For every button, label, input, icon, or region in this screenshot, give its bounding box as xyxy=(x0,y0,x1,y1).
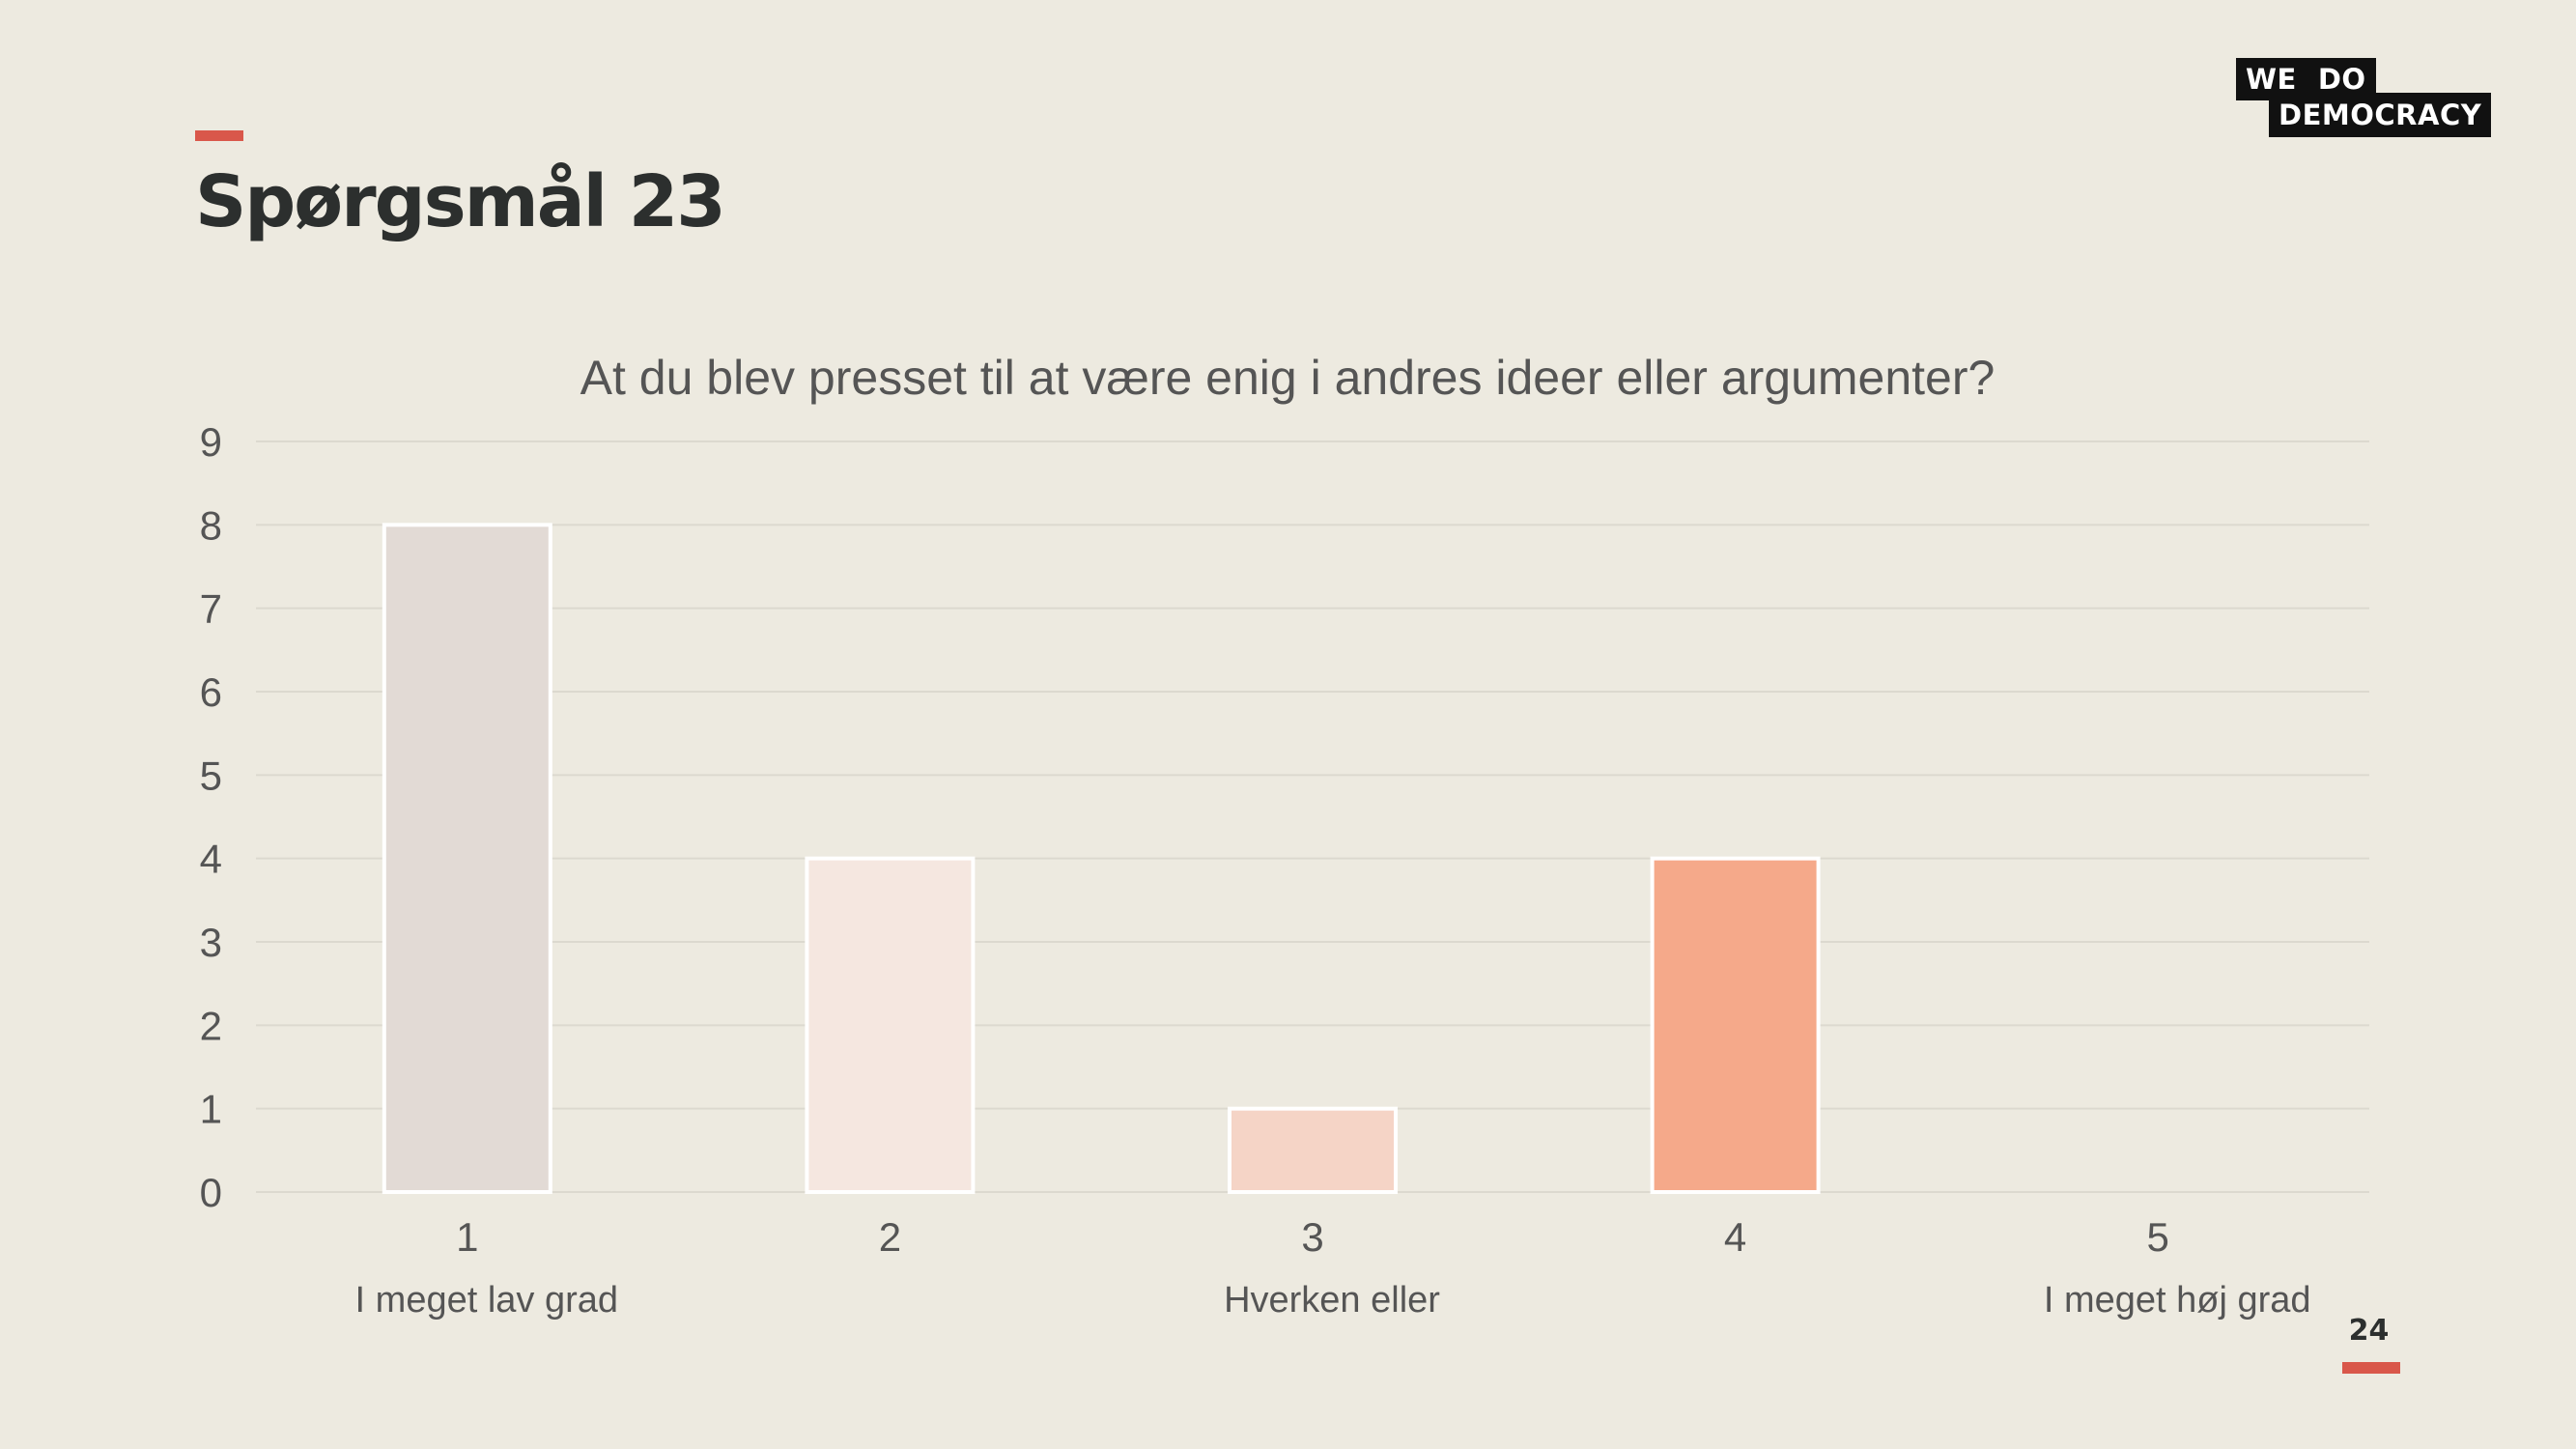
title-accent-bar xyxy=(195,130,243,141)
x-tick-label: 4 xyxy=(1724,1214,1746,1260)
bar-4 xyxy=(1650,856,1821,1195)
chart-gridlines xyxy=(256,440,2369,1193)
y-tick-label: 0 xyxy=(200,1170,222,1215)
logo-line-2: DEMOCRACY xyxy=(2269,93,2492,137)
bar-2 xyxy=(805,856,976,1195)
x-tick-label: 3 xyxy=(1301,1214,1323,1260)
y-tick-label: 3 xyxy=(200,920,222,965)
y-tick-label: 4 xyxy=(200,837,222,882)
y-tick-label: 1 xyxy=(200,1087,222,1132)
y-tick-label: 8 xyxy=(200,502,222,548)
chart-title: At du blev presset til at være enig i an… xyxy=(580,351,1996,405)
page-number: 24 xyxy=(2348,1314,2390,1348)
x-sublabel: Hverken eller xyxy=(1224,1280,1440,1321)
x-axis-sublabels: I meget lav grad Hverken eller I meget høj… xyxy=(355,1280,2311,1321)
y-tick-label: 9 xyxy=(200,419,222,465)
slide-title: Spørgsmål 23 xyxy=(195,160,726,243)
chart-bars xyxy=(382,523,1821,1195)
y-tick-label: 2 xyxy=(200,1003,222,1048)
page-accent-bar xyxy=(2342,1362,2400,1374)
x-axis-ticks: 1 2 3 4 5 xyxy=(456,1214,2169,1260)
x-sublabel: I meget høj grad xyxy=(2044,1280,2311,1321)
we-do-democracy-logo: WE DO DEMOCRACY xyxy=(2236,58,2502,137)
x-tick-label: 2 xyxy=(879,1214,901,1260)
bar-1 xyxy=(382,523,552,1194)
logo-word-do: DO xyxy=(2317,63,2366,96)
y-axis-ticks: 0 1 2 3 4 5 6 7 8 9 xyxy=(200,419,222,1215)
bar-3 xyxy=(1228,1106,1398,1194)
logo-word-we: WE xyxy=(2246,63,2297,96)
y-tick-label: 7 xyxy=(200,586,222,632)
y-tick-label: 5 xyxy=(200,753,222,798)
x-tick-label: 1 xyxy=(456,1214,478,1260)
x-sublabel: I meget lav grad xyxy=(355,1280,618,1321)
x-tick-label: 5 xyxy=(2147,1214,2169,1260)
y-tick-label: 6 xyxy=(200,669,222,715)
